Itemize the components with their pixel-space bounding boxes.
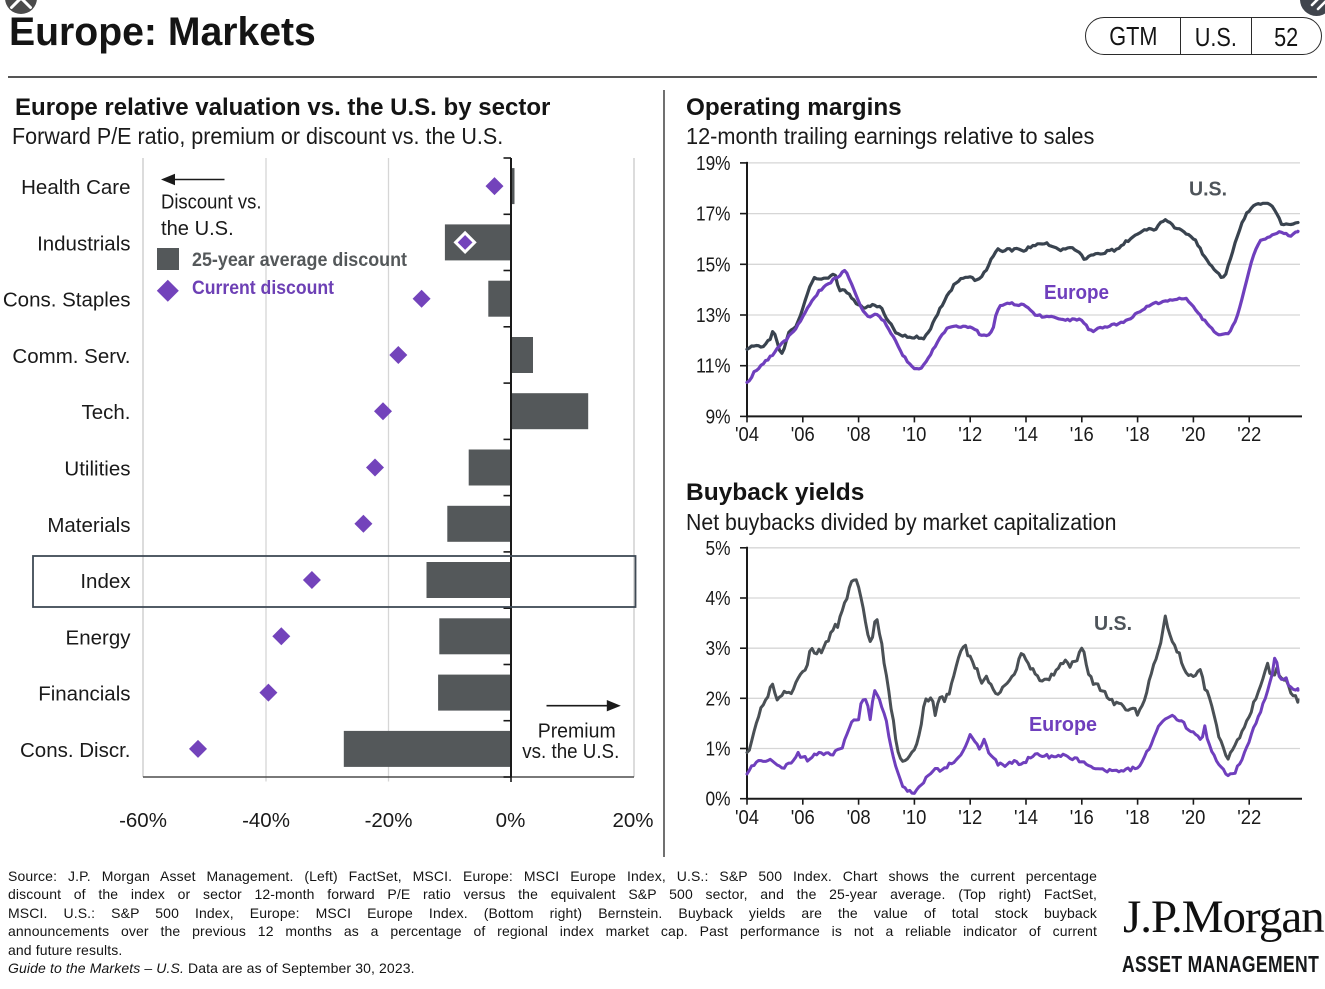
svg-text:Current discount: Current discount <box>192 278 335 299</box>
svg-text:13%: 13% <box>696 305 731 327</box>
svg-text:0%: 0% <box>706 789 731 811</box>
svg-text:Health Care: Health Care <box>21 176 130 199</box>
svg-text:Premium: Premium <box>538 720 616 743</box>
svg-text:'14: '14 <box>1014 807 1038 829</box>
svg-text:Industrials: Industrials <box>37 232 130 255</box>
svg-text:'10: '10 <box>902 424 926 446</box>
svg-text:1%: 1% <box>706 739 731 761</box>
svg-text:2%: 2% <box>706 688 731 710</box>
svg-text:3%: 3% <box>706 638 731 660</box>
svg-text:'14: '14 <box>1014 424 1038 446</box>
svg-text:Energy: Energy <box>66 626 132 649</box>
svg-text:17%: 17% <box>696 204 731 226</box>
svg-text:Index: Index <box>80 570 131 593</box>
svg-text:'22: '22 <box>1237 807 1261 829</box>
svg-text:5%: 5% <box>706 538 731 560</box>
svg-text:20%: 20% <box>612 809 653 832</box>
svg-text:'16: '16 <box>1070 807 1094 829</box>
svg-text:'08: '08 <box>847 424 871 446</box>
svg-text:U.S.: U.S. <box>1094 613 1132 635</box>
svg-text:15%: 15% <box>696 254 731 276</box>
svg-text:25-year average discount: 25-year average discount <box>192 250 408 271</box>
svg-text:Europe: Europe <box>1029 714 1097 736</box>
svg-text:Utilities: Utilities <box>64 458 130 481</box>
svg-text:Cons. Staples: Cons. Staples <box>3 289 131 312</box>
svg-text:the U.S.: the U.S. <box>161 217 234 240</box>
svg-text:'18: '18 <box>1126 807 1150 829</box>
svg-text:'16: '16 <box>1070 424 1094 446</box>
svg-text:'20: '20 <box>1181 807 1205 829</box>
svg-text:'20: '20 <box>1181 424 1205 446</box>
svg-text:'06: '06 <box>791 807 815 829</box>
svg-text:'04: '04 <box>735 424 759 446</box>
svg-text:-40%: -40% <box>242 809 290 832</box>
svg-text:Comm. Serv.: Comm. Serv. <box>12 345 130 368</box>
svg-text:Materials: Materials <box>47 514 130 537</box>
svg-text:4%: 4% <box>706 588 731 610</box>
svg-text:'12: '12 <box>958 807 982 829</box>
svg-text:19%: 19% <box>696 153 731 175</box>
svg-text:Europe: Europe <box>1044 282 1109 304</box>
svg-text:vs. the U.S.: vs. the U.S. <box>522 740 619 763</box>
svg-text:Cons. Discr.: Cons. Discr. <box>20 739 131 762</box>
svg-text:Discount vs.: Discount vs. <box>161 191 262 214</box>
svg-text:-60%: -60% <box>119 809 167 832</box>
svg-text:U.S.: U.S. <box>1189 178 1227 200</box>
svg-text:11%: 11% <box>696 356 731 378</box>
svg-text:'08: '08 <box>847 807 871 829</box>
svg-text:Tech.: Tech. <box>82 401 131 424</box>
svg-text:'04: '04 <box>735 807 759 829</box>
svg-text:9%: 9% <box>706 406 731 428</box>
svg-text:'06: '06 <box>791 424 815 446</box>
svg-text:'18: '18 <box>1126 424 1150 446</box>
svg-text:'10: '10 <box>902 807 926 829</box>
svg-text:-20%: -20% <box>365 809 413 832</box>
svg-text:'22: '22 <box>1237 424 1261 446</box>
svg-text:'12: '12 <box>958 424 982 446</box>
svg-text:0%: 0% <box>496 809 526 832</box>
svg-text:Financials: Financials <box>38 683 130 706</box>
